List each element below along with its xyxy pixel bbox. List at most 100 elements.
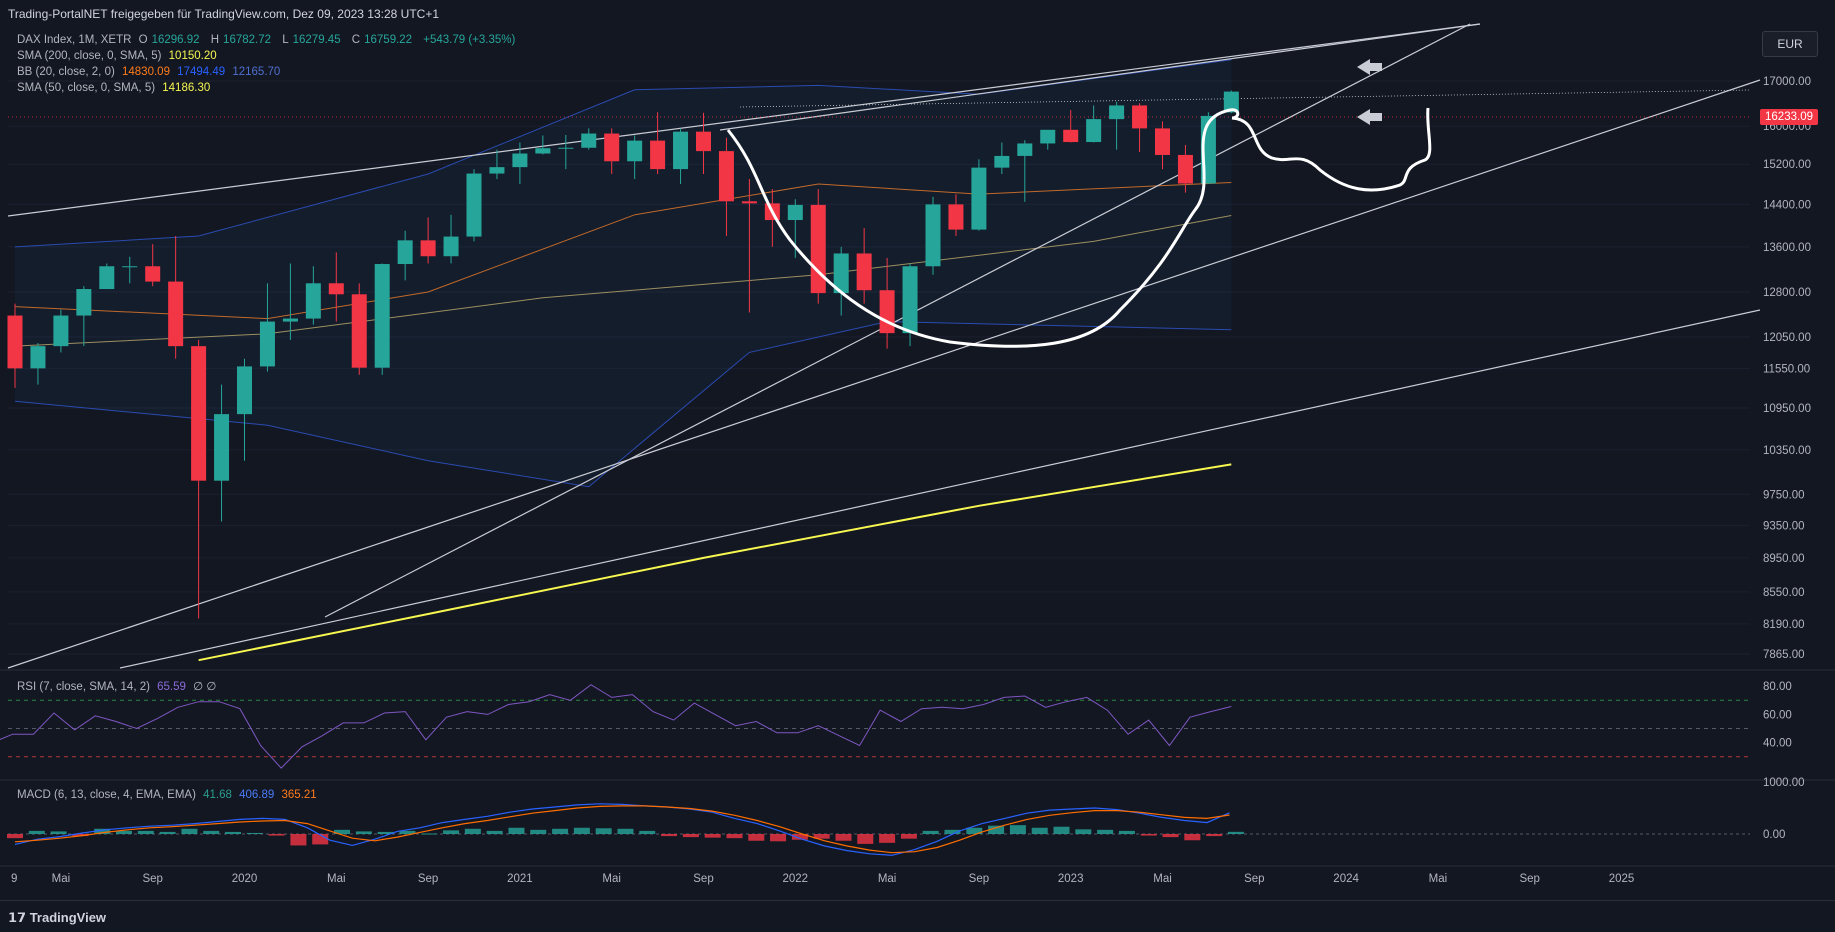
- currency-button[interactable]: EUR: [1762, 31, 1818, 57]
- macd-hist-bar: [682, 834, 699, 838]
- time-tick-label: 2022: [783, 873, 809, 885]
- sma200-line: [198, 463, 1232, 662]
- candle-body: [718, 151, 734, 202]
- macd-hist-bar: [726, 834, 743, 839]
- time-tick-label: Mai: [327, 873, 346, 885]
- candle-body: [443, 236, 459, 257]
- candle-body: [741, 201, 757, 204]
- top-bar: Trading-PortalNET freigegeben für Tradin…: [0, 0, 1835, 26]
- candle-body: [145, 266, 161, 282]
- sma50-line: [14, 215, 1232, 347]
- rsi-tick-label: 40.00: [1763, 738, 1792, 750]
- candle-body: [76, 289, 92, 316]
- macd-hist-bar: [704, 834, 721, 838]
- rsi-legend[interactable]: RSI (7, close, SMA, 14, 2) 65.59 ∅ ∅: [17, 679, 220, 693]
- macd-hist-bar: [399, 830, 416, 834]
- candle-body: [971, 167, 987, 230]
- macd-hist-bar: [94, 828, 111, 834]
- dotted-trend-line: [739, 89, 1751, 108]
- bb-label: BB (20, close, 2, 0): [17, 66, 115, 78]
- macd-hist-bar: [900, 834, 917, 839]
- macd-label: MACD (6, 13, close, 4, EMA, EMA): [17, 789, 196, 801]
- macd-line: [14, 803, 1230, 856]
- time-tick-label: 9: [11, 873, 17, 885]
- last-price-label: 16233.09: [1760, 109, 1818, 125]
- candle-body: [214, 414, 230, 481]
- time-tick-label: Sep: [693, 873, 713, 885]
- sma50-legend[interactable]: SMA (50, close, 0, SMA, 5) 14186.30: [17, 82, 214, 94]
- rsi-tick-label: 60.00: [1763, 709, 1792, 721]
- candle-body: [328, 283, 344, 295]
- macd-hist-value: 41.68: [203, 789, 232, 801]
- high-label: H: [210, 34, 220, 46]
- low-value: 16279.45: [292, 34, 341, 46]
- time-tick-label: Sep: [1244, 873, 1264, 885]
- rsi-line: [0, 684, 1232, 769]
- left-arrow-icon: [1357, 59, 1382, 75]
- bb-legend[interactable]: BB (20, close, 2, 0) 14830.09 17494.49 1…: [17, 66, 284, 78]
- brand-label: TradingView: [29, 910, 107, 925]
- candle-body: [925, 204, 941, 267]
- candle-body: [374, 264, 390, 368]
- candle-body: [191, 346, 207, 481]
- close-label: C: [351, 34, 361, 46]
- low-label: L: [282, 34, 289, 46]
- macd-hist-bar: [639, 830, 656, 834]
- time-tick-label: Mai: [602, 873, 621, 885]
- candle-body: [1040, 129, 1056, 144]
- candle-body: [351, 294, 367, 368]
- macd-hist-bar: [1140, 834, 1157, 836]
- macd-hist-bar: [290, 834, 307, 846]
- tradingview-logo[interactable]: 𝟭𝟳 TradingView: [8, 910, 106, 926]
- price-tick-label: 10350.00: [1763, 445, 1811, 457]
- candle-body: [1086, 119, 1102, 143]
- macd-hist-bar: [377, 831, 394, 834]
- candle-body: [305, 283, 321, 319]
- rsi-tick-label: 80.00: [1763, 681, 1792, 693]
- sma200-label: SMA (200, close, 0, SMA, 5): [17, 50, 162, 62]
- candle-body: [1132, 105, 1148, 129]
- candle-body: [1017, 143, 1033, 156]
- candle-body: [879, 290, 895, 334]
- macd-hist-bar: [944, 829, 961, 834]
- macd-hist-bar: [1162, 834, 1179, 838]
- candle-body: [856, 253, 872, 291]
- macd-hist-bar: [50, 831, 67, 834]
- trend-line: [7, 79, 1761, 669]
- macd-hist-bar: [225, 831, 242, 834]
- candle-body: [30, 346, 46, 369]
- sma200-legend[interactable]: SMA (200, close, 0, SMA, 5) 10150.20: [17, 50, 221, 62]
- price-tick-label: 12800.00: [1763, 287, 1811, 299]
- trend-line: [324, 23, 1471, 618]
- candle-body: [787, 204, 803, 221]
- price-tick-label: 12050.00: [1763, 332, 1811, 344]
- macd-hist-bar: [268, 834, 285, 836]
- macd-hist-bar: [879, 834, 896, 843]
- price-tick-label: 9750.00: [1763, 489, 1805, 501]
- macd-hist-bar: [116, 830, 133, 834]
- macd-hist-bar: [922, 830, 939, 834]
- macd-hist-bar: [966, 827, 983, 834]
- macd-hist-bar: [748, 834, 765, 841]
- macd-value: 406.89: [239, 789, 275, 801]
- left-arrow-icon: [1357, 109, 1382, 125]
- change-value: +543.79 (+3.35%): [423, 34, 516, 46]
- macd-hist-bar: [1227, 831, 1244, 834]
- price-tick-label: 17000.00: [1763, 76, 1811, 88]
- macd-hist-bar: [1009, 825, 1026, 834]
- macd-hist-bar: [486, 830, 503, 834]
- macd-hist-bar: [312, 834, 329, 845]
- trend-line: [119, 309, 1761, 669]
- macd-hist-bar: [72, 834, 89, 837]
- macd-hist-bar: [573, 827, 590, 834]
- candle-body: [948, 204, 964, 230]
- candle-body: [122, 266, 138, 268]
- candle-body: [994, 155, 1010, 168]
- macd-hist-bar: [1053, 826, 1070, 834]
- candle-body: [397, 240, 413, 265]
- candle-body: [466, 173, 482, 237]
- symbol-label: DAX Index, 1M, XETR: [17, 34, 132, 46]
- macd-legend[interactable]: MACD (6, 13, close, 4, EMA, EMA) 41.68 4…: [17, 789, 321, 801]
- candle-body: [1155, 128, 1170, 155]
